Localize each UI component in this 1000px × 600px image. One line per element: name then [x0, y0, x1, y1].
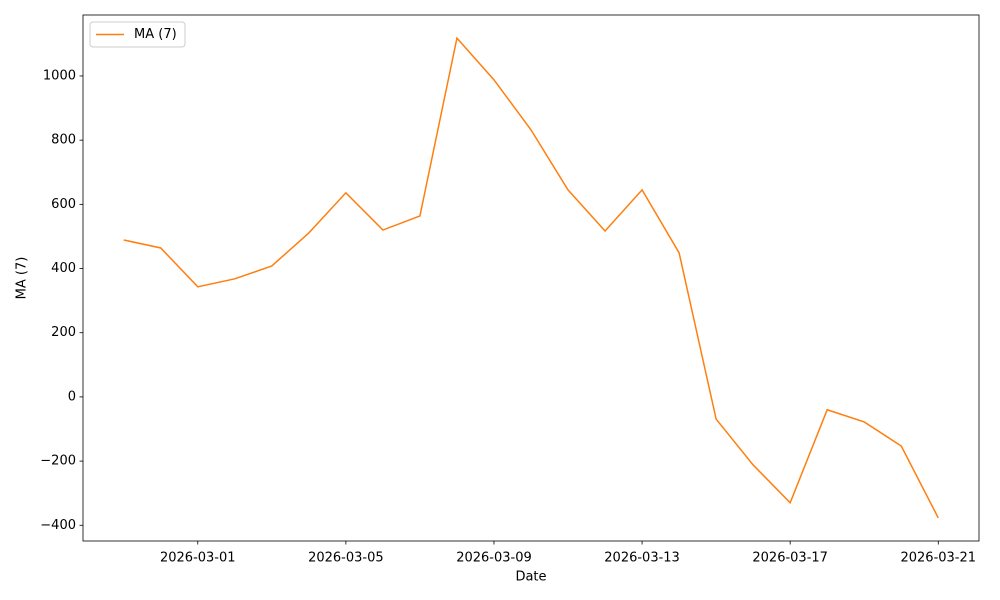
line: [123, 36, 939, 519]
x-tick-label: 2026-03-17: [752, 551, 828, 566]
x-tick-label: 2026-03-05: [308, 551, 384, 566]
y-tick-label: −200: [40, 454, 76, 469]
x-tick-label: 2026-03-21: [900, 551, 976, 566]
x-tick-label: 2026-03-09: [456, 551, 532, 566]
plot-frame: [82, 14, 980, 542]
y-tick-label: 400: [51, 261, 76, 276]
y-axis-label: MA (7): [15, 257, 30, 300]
x-tick-label: 2026-03-13: [604, 551, 680, 566]
legend-label: MA (7): [134, 27, 177, 42]
y-tick-label: 600: [51, 197, 76, 212]
y-tick-label: 800: [51, 133, 76, 148]
legend-box: [89, 21, 186, 48]
y-tick-label: 0: [68, 389, 76, 404]
y-tick-label: −400: [40, 518, 76, 533]
y-tick-label: 1000: [43, 68, 76, 83]
x-tick-label: 2026-03-01: [160, 551, 236, 566]
y-tick-label: 200: [51, 325, 76, 340]
x-axis-label: Date: [515, 570, 546, 585]
